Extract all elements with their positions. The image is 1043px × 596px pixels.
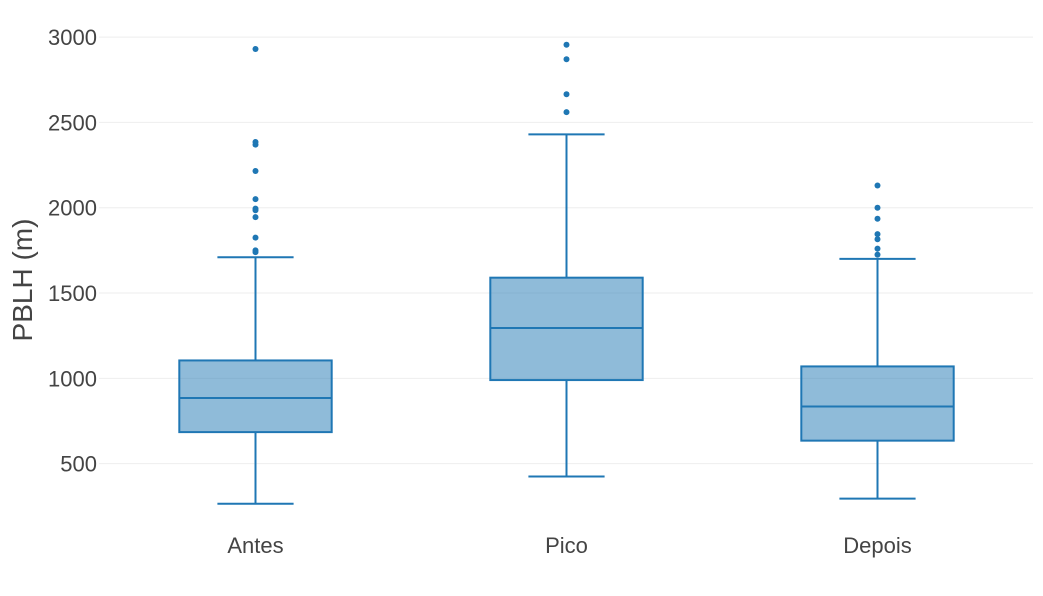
y-tick-label: 1500 — [48, 281, 97, 306]
box-depois — [800, 182, 955, 500]
x-tick-label: Antes — [227, 533, 283, 558]
outlier-point — [874, 236, 881, 243]
y-axis-tick-labels: 500 1000 1500 2000 2500 3000 — [48, 25, 97, 477]
box-pico — [489, 41, 644, 478]
outlier-point — [874, 182, 881, 189]
outlier-point — [563, 41, 570, 48]
outlier-point — [874, 231, 881, 238]
outlier-point — [252, 139, 259, 146]
y-tick-label: 2000 — [48, 196, 97, 221]
box-antes — [178, 46, 333, 505]
outlier-point — [874, 245, 881, 252]
interquartile-box — [800, 365, 955, 442]
outlier-point — [563, 109, 570, 116]
y-tick-label: 500 — [60, 452, 97, 477]
x-tick-label: Depois — [843, 533, 911, 558]
outlier-point — [874, 215, 881, 222]
outlier-point — [252, 247, 259, 254]
outlier-point — [252, 168, 259, 175]
outlier-point — [252, 214, 259, 221]
outlier-point — [563, 91, 570, 98]
outlier-point — [252, 196, 259, 203]
outlier-point — [252, 234, 259, 241]
y-tick-label: 2500 — [48, 110, 97, 135]
x-tick-label: Pico — [545, 533, 588, 558]
y-tick-label: 3000 — [48, 25, 97, 50]
outlier-point — [874, 204, 881, 211]
outlier-point — [252, 205, 259, 212]
box-series — [178, 41, 955, 505]
outlier-point — [563, 56, 570, 63]
x-axis-tick-labels: Antes Pico Depois — [227, 533, 911, 558]
y-tick-label: 1000 — [48, 366, 97, 391]
outlier-point — [252, 46, 259, 53]
y-axis-title: PBLH (m) — [7, 219, 38, 342]
interquartile-box — [178, 359, 333, 434]
outlier-point — [874, 251, 881, 258]
